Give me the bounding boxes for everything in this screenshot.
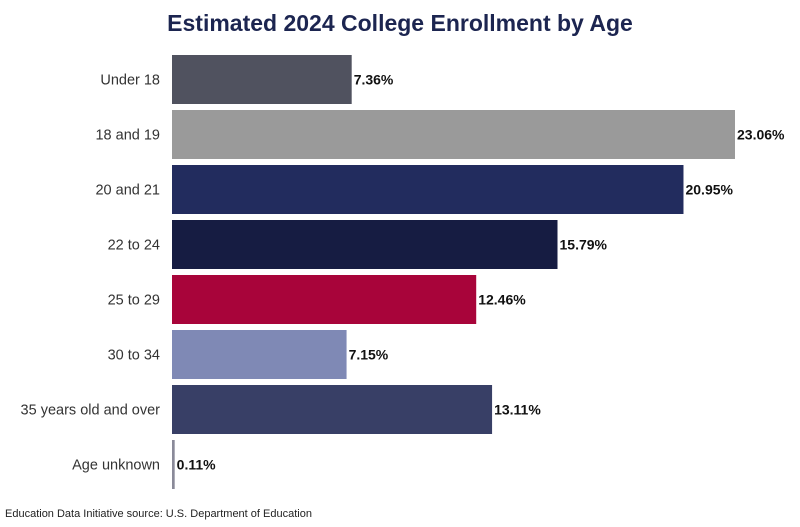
- value-label: 20.95%: [685, 182, 733, 198]
- bar-35-years-old-and-over: [172, 385, 493, 434]
- chart-title: Estimated 2024 College Enrollment by Age: [167, 10, 633, 36]
- value-label: 23.06%: [737, 127, 785, 143]
- category-label: 22 to 24: [108, 238, 160, 254]
- value-label: 15.79%: [560, 237, 608, 253]
- value-labels: 7.36% 23.06% 20.95% 15.79% 12.46% 7.15% 13.11%…: [177, 72, 785, 473]
- value-label: 7.36%: [354, 72, 394, 88]
- value-label: 13.11%: [494, 402, 541, 418]
- category-label: 30 to 34: [108, 348, 160, 364]
- bar-under-18: [172, 55, 352, 104]
- category-label: 18 and 19: [95, 128, 160, 144]
- value-label: 7.15%: [349, 347, 389, 363]
- bar-20-and-21: [172, 165, 684, 214]
- bars: [172, 55, 735, 489]
- category-label: Age unknown: [72, 458, 160, 474]
- bar-age-unknown: [172, 440, 175, 489]
- source-note: Education Data Initiative source: U.S. D…: [5, 508, 312, 520]
- bar-25-to-29: [172, 275, 477, 324]
- category-label: 20 and 21: [95, 183, 160, 199]
- bar-30-to-34: [172, 330, 347, 379]
- category-labels: Under 18 18 and 19 20 and 21 22 to 24 25 to …: [21, 73, 161, 474]
- category-label: 35 years old and over: [21, 403, 161, 419]
- bar-18-and-19: [172, 110, 735, 159]
- value-label: 0.11%: [177, 457, 216, 473]
- value-label: 12.46%: [478, 292, 526, 308]
- category-label: Under 18: [100, 73, 160, 89]
- bar-22-to-24: [172, 220, 558, 269]
- category-label: 25 to 29: [108, 293, 160, 309]
